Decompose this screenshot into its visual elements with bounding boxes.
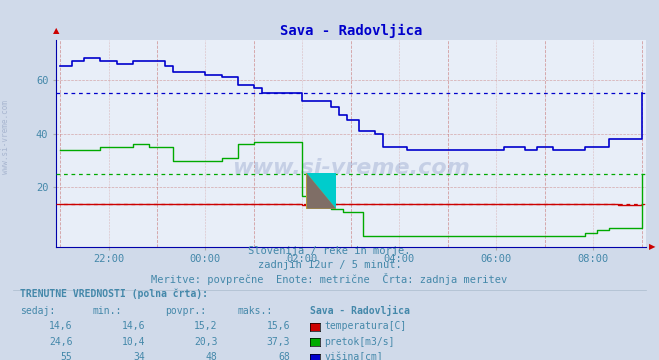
Polygon shape	[306, 173, 336, 209]
Text: 10,4: 10,4	[121, 337, 145, 347]
Text: 34: 34	[133, 352, 145, 360]
Text: maks.:: maks.:	[237, 306, 272, 316]
Text: 55: 55	[61, 352, 72, 360]
Text: 37,3: 37,3	[266, 337, 290, 347]
Text: višina[cm]: višina[cm]	[324, 351, 383, 360]
Text: www.si-vreme.com: www.si-vreme.com	[232, 158, 470, 178]
Text: povpr.:: povpr.:	[165, 306, 206, 316]
Text: zadnjih 12ur / 5 minut.: zadnjih 12ur / 5 minut.	[258, 260, 401, 270]
Text: ▲: ▲	[53, 27, 59, 36]
Polygon shape	[306, 173, 336, 209]
Text: pretok[m3/s]: pretok[m3/s]	[324, 337, 395, 347]
Text: 20,3: 20,3	[194, 337, 217, 347]
Text: sedaj:: sedaj:	[20, 306, 55, 316]
Text: Sava - Radovljica: Sava - Radovljica	[310, 305, 410, 316]
Text: 68: 68	[278, 352, 290, 360]
Text: 15,2: 15,2	[194, 321, 217, 332]
Text: 14,6: 14,6	[121, 321, 145, 332]
Text: 14,6: 14,6	[49, 321, 72, 332]
Text: Meritve: povprečne  Enote: metrične  Črta: zadnja meritev: Meritve: povprečne Enote: metrične Črta:…	[152, 273, 507, 285]
Text: www.si-vreme.com: www.si-vreme.com	[1, 100, 10, 174]
Text: Slovenija / reke in morje.: Slovenija / reke in morje.	[248, 246, 411, 256]
Text: 48: 48	[206, 352, 217, 360]
Text: min.:: min.:	[92, 306, 122, 316]
Text: TRENUTNE VREDNOSTI (polna črta):: TRENUTNE VREDNOSTI (polna črta):	[20, 288, 208, 299]
Text: 15,6: 15,6	[266, 321, 290, 332]
Text: 24,6: 24,6	[49, 337, 72, 347]
Title: Sava - Radovljica: Sava - Radovljica	[279, 24, 422, 39]
Text: temperatura[C]: temperatura[C]	[324, 321, 407, 332]
Text: ▶: ▶	[648, 242, 655, 251]
